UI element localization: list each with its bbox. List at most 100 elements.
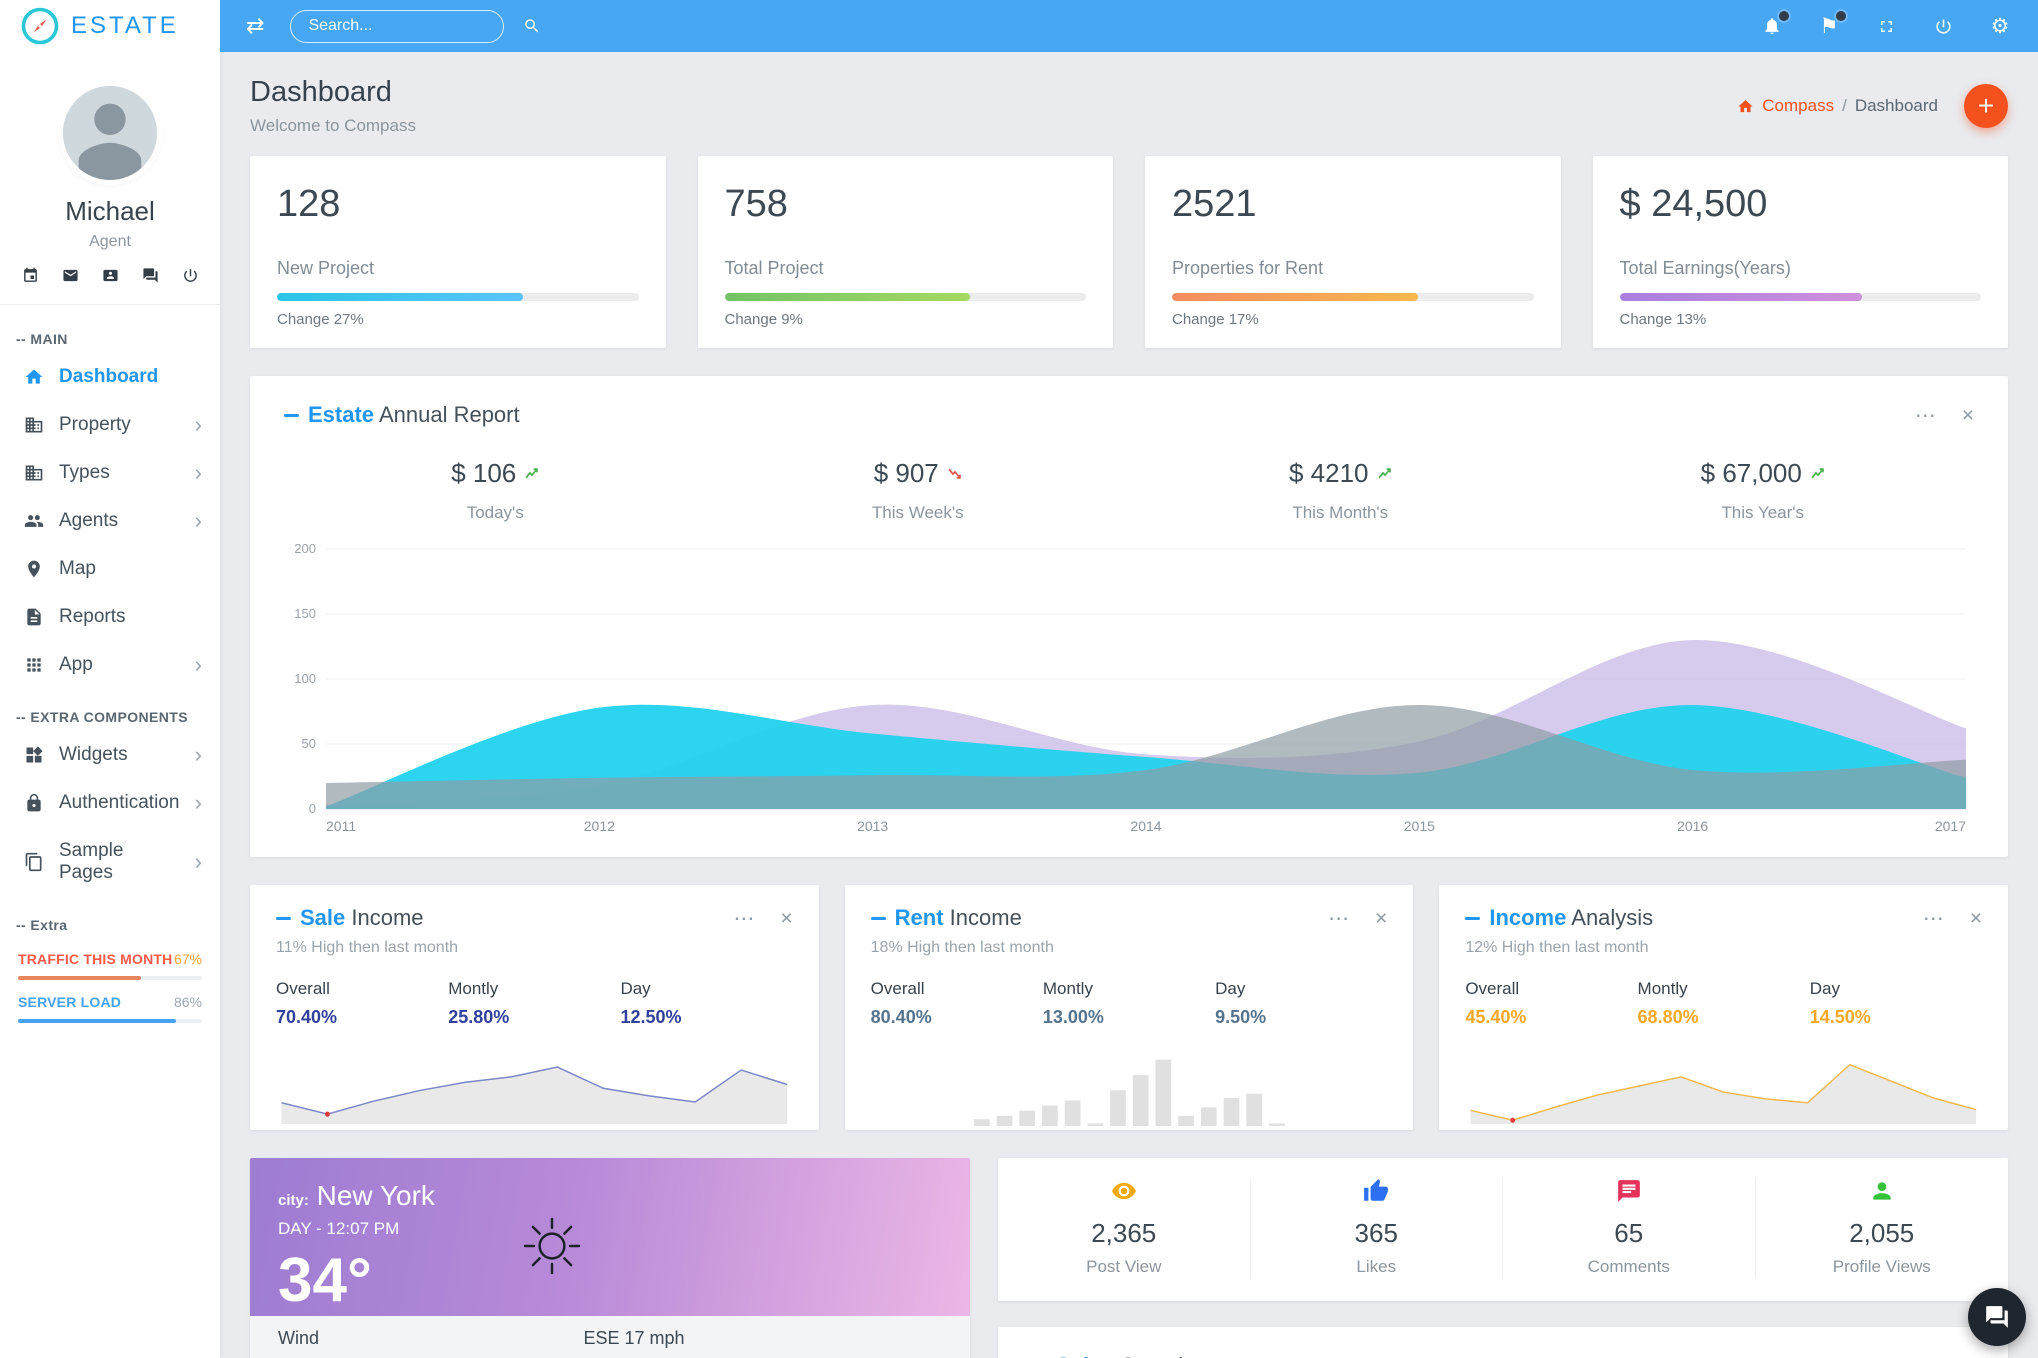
sidebar-item-authentication[interactable]: Authentication › [0, 779, 220, 827]
avatar[interactable] [63, 86, 157, 180]
sidebar-item-reports[interactable]: Reports [0, 593, 220, 641]
notification-badge [1777, 9, 1791, 23]
stat-label: Total Project [724, 258, 824, 278]
panel-close-icon[interactable]: × [780, 906, 793, 930]
divider [0, 304, 220, 305]
weather-time: DAY - 12:07 PM [278, 1219, 400, 1238]
panel-menu-icon[interactable]: ⋯ [1914, 403, 1936, 427]
chat-icon [1986, 1306, 2008, 1328]
person-icon [1756, 1178, 2009, 1204]
flag-badge [1834, 9, 1848, 23]
sidebar-item-property[interactable]: Property › [0, 401, 220, 449]
types-building-icon [25, 465, 43, 481]
sidebar-item-app[interactable]: App › [0, 641, 220, 689]
gauge-value: 67% [173, 951, 202, 967]
calendar-icon[interactable] [22, 267, 39, 284]
flag-icon[interactable]: ⚑ [1817, 9, 1848, 38]
sidebar-item-types[interactable]: Types › [0, 449, 220, 497]
panel-menu-icon[interactable]: ⋯ [1915, 1356, 1936, 1358]
weather-row-wind: Wind ESE 17 mph [250, 1316, 970, 1358]
stat-card-total-project: 758 Total Project Change 9% [697, 156, 1113, 348]
annual-report-chart: 0 50 100 150 200 2011 2012 2013 2014 2015 2016 2017 [294, 541, 1966, 834]
chevron-right-icon: › [194, 652, 202, 677]
sale-income-card: Sale Income ⋯ × 11% High then last month… [250, 885, 819, 1130]
panel-title: Sales Overview [1056, 1353, 1211, 1358]
weather-city: New York [316, 1180, 435, 1211]
chevron-right-icon: › [194, 460, 202, 485]
panel-close-icon[interactable]: × [1961, 403, 1974, 427]
sidebar-item-widgets[interactable]: Widgets › [0, 731, 220, 779]
report-document-icon [27, 608, 41, 626]
panel-close-icon[interactable]: × [1969, 906, 1982, 930]
sidebar-section-extra-components: -- EXTRA COMPONENTS [16, 709, 188, 725]
chevron-right-icon: › [194, 742, 202, 767]
income-analysis-chart [1470, 1063, 1977, 1124]
panel-close-icon[interactable]: × [1962, 1356, 1974, 1358]
logout-power-icon[interactable] [182, 267, 199, 284]
home-icon [1738, 99, 1753, 112]
panel-menu-icon[interactable]: ⋯ [733, 906, 755, 930]
tile-likes: 365 Likes [1251, 1178, 1503, 1277]
sidebar-item-map[interactable]: Map [0, 545, 220, 593]
stat-value: 2521 [1172, 183, 1257, 225]
annual-stat-year: $ 67,000 This Year's [1552, 458, 1975, 523]
search-input[interactable] [291, 17, 524, 35]
svg-text:0: 0 [309, 801, 316, 816]
contacts-card-icon[interactable] [102, 267, 119, 284]
notifications-bell-icon[interactable] [1760, 9, 1791, 38]
stat-label: Total Earnings(Years) [1619, 258, 1791, 278]
panel-menu-icon[interactable]: ⋯ [1328, 906, 1350, 930]
chat-fab-button[interactable] [1968, 1288, 2026, 1346]
breadcrumb-separator: / [1842, 96, 1847, 115]
tile-profile-views: 2,055 Profile Views [1756, 1178, 2009, 1277]
stat-card-properties-for-rent: 2521 Properties for Rent Change 17% [1145, 156, 1561, 348]
chevron-right-icon: › [194, 849, 202, 874]
mail-icon[interactable] [62, 267, 79, 284]
svg-text:50: 50 [302, 736, 316, 751]
breadcrumb-root[interactable]: Compass [1762, 96, 1835, 115]
fullscreen-icon[interactable] [1874, 14, 1898, 38]
stat-change: Change 17% [1172, 311, 1259, 328]
top-icons: ⚑ ⚙ [1760, 9, 2012, 38]
panel-menu-icon[interactable]: ⋯ [1922, 906, 1944, 930]
panel-title: Estate Annual Report [308, 402, 520, 427]
eye-icon [998, 1178, 1250, 1204]
gauge-label: SERVER LOAD [18, 994, 122, 1010]
trend-icon [525, 468, 539, 479]
weather-card: city: New York DAY - 12:07 PM 34° [250, 1158, 970, 1358]
sidebar-toggle-icon[interactable]: ⇄ [246, 13, 265, 38]
svg-text:2012: 2012 [584, 818, 615, 834]
trend-icon [1811, 468, 1824, 479]
profile: Michael Agent [0, 52, 220, 305]
svg-text:2016: 2016 [1677, 818, 1708, 834]
sidebar-item-sample-pages[interactable]: Sample Pages › [0, 827, 220, 897]
stat-card-new-project: 128 New Project Change 27% [250, 156, 666, 348]
svg-text:2017: 2017 [1935, 818, 1966, 834]
trend-icon [1377, 468, 1391, 479]
map-pin-icon [28, 560, 40, 578]
chat-icon[interactable] [142, 267, 159, 284]
settings-gear-icon[interactable]: ⚙ [1990, 14, 2010, 38]
panel-close-icon[interactable]: × [1375, 906, 1388, 930]
thumb-up-icon [1251, 1178, 1503, 1204]
search-icon[interactable] [523, 17, 541, 35]
panel-title: Rent Income [894, 905, 1022, 930]
sidebar: Michael Agent -- MAIN Dashboard Property… [0, 52, 220, 1358]
gauge-traffic: TRAFFIC THIS MONTH 67% [0, 939, 220, 982]
svg-text:200: 200 [294, 541, 316, 556]
agents-people-icon [24, 515, 44, 527]
annual-report-stats: $ 106 Today's $ 907 This Week's $ 4210 T… [284, 458, 1974, 523]
chevron-right-icon: › [194, 508, 202, 533]
panel-subtitle: 12% High then last month [1465, 939, 1649, 956]
sidebar-section-main: -- MAIN [16, 331, 68, 347]
sidebar-nav-extra: Widgets › Authentication › Sample Pages … [0, 731, 220, 897]
bottom-row: city: New York DAY - 12:07 PM 34° [250, 1158, 2008, 1358]
sidebar-item-dashboard[interactable]: Dashboard [0, 353, 220, 401]
sidebar-item-agents[interactable]: Agents › [0, 497, 220, 545]
annual-stat-week: $ 907 This Week's [871, 458, 964, 522]
breadcrumb: Compass / Dashboard [1737, 96, 1938, 116]
svg-text:2014: 2014 [1130, 818, 1161, 834]
add-button[interactable]: + [1964, 84, 2008, 128]
power-icon[interactable] [1931, 14, 1955, 38]
stat-value: $ 24,500 [1619, 183, 1768, 225]
